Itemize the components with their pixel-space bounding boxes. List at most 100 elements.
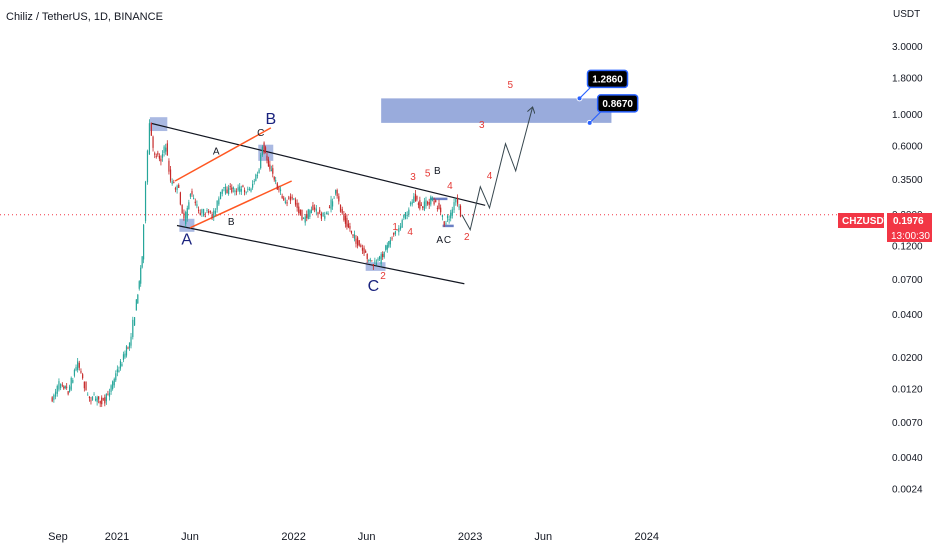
- wave-label: A: [436, 235, 443, 246]
- candle-body: [141, 256, 143, 268]
- wave-label: 4: [407, 227, 413, 238]
- candle-body: [423, 201, 425, 211]
- candle-body: [96, 397, 98, 402]
- candle-body: [294, 199, 297, 205]
- y-tick-label: 0.1200: [892, 242, 923, 253]
- candle-body: [105, 393, 107, 402]
- candle-body: [335, 189, 337, 194]
- countdown-label: 13:00:30: [891, 231, 930, 242]
- candle-body: [394, 231, 397, 235]
- candle-body: [453, 202, 455, 211]
- candle-body: [196, 204, 198, 207]
- candle-body: [315, 208, 317, 212]
- candle-body: [431, 198, 434, 201]
- candle-body: [341, 209, 343, 214]
- candle-body: [243, 189, 246, 192]
- candle-body: [350, 230, 353, 234]
- x-tick-label: Jun: [534, 531, 552, 543]
- candle-body: [260, 154, 262, 169]
- candle-body: [406, 214, 408, 216]
- candle-body: [403, 214, 405, 218]
- wave-c-box: [365, 262, 386, 271]
- candle-body: [425, 200, 427, 207]
- candle-body: [372, 264, 374, 267]
- candle-body: [433, 200, 435, 205]
- candle-body: [436, 208, 438, 209]
- candle-body: [253, 181, 255, 183]
- candle-body: [206, 210, 208, 211]
- candle-body: [428, 202, 430, 206]
- candle-body: [165, 147, 167, 152]
- candle-body: [53, 394, 55, 400]
- candle-body: [132, 319, 134, 338]
- candle-body: [361, 247, 364, 251]
- candle-body: [450, 212, 452, 219]
- candle-body: [128, 342, 131, 348]
- candle-body: [426, 202, 429, 204]
- wave-label: 3: [410, 172, 416, 183]
- candle-body: [179, 192, 181, 205]
- wave-label: C: [368, 278, 380, 295]
- candle-body: [176, 185, 178, 190]
- candle-body: [250, 188, 252, 192]
- candle-body: [219, 191, 222, 200]
- wave-label: B: [228, 217, 235, 228]
- last-price-value: 0.1976: [893, 216, 924, 227]
- candle-body: [64, 385, 66, 389]
- candle-body: [158, 155, 160, 159]
- candle-body: [56, 385, 58, 394]
- candle-body: [309, 210, 311, 217]
- candle-body: [404, 212, 407, 220]
- candle-body: [324, 215, 326, 219]
- candle-body: [267, 159, 270, 167]
- wedge-lower: [189, 180, 292, 229]
- candle-body: [328, 206, 331, 208]
- candle-body: [98, 396, 100, 400]
- y-axis[interactable]: 3.00001.80001.00000.60000.35000.20000.12…: [892, 42, 923, 496]
- candle-body: [191, 191, 193, 195]
- candle-body: [296, 202, 298, 208]
- candle-body: [119, 360, 122, 369]
- wave-label: B: [434, 166, 441, 177]
- candle-body: [221, 189, 223, 194]
- wave-label: 1: [392, 222, 398, 233]
- y-axis-unit: USDT: [893, 9, 920, 20]
- candle-body: [104, 397, 106, 404]
- candle-body: [446, 215, 449, 219]
- candle-body: [197, 209, 200, 211]
- candle-body: [204, 216, 206, 217]
- y-tick-label: 1.8000: [892, 73, 923, 84]
- candle-body: [374, 260, 376, 262]
- candle-body: [330, 199, 332, 210]
- candle-body: [458, 206, 460, 208]
- candle-body: [160, 158, 162, 162]
- candle-body: [389, 239, 391, 245]
- candle-body: [266, 155, 268, 161]
- candle-body: [319, 209, 321, 213]
- candle-body: [298, 206, 300, 213]
- x-axis[interactable]: Sep 2021 Jun 2022 Jun 2023 Jun 2024: [48, 531, 659, 543]
- candle-body: [115, 373, 117, 381]
- candle-body: [281, 195, 283, 199]
- candle-body: [440, 207, 442, 213]
- candle-body: [61, 384, 63, 386]
- projection-layer: [461, 107, 533, 232]
- wave-label: 2: [464, 232, 470, 243]
- candle-body: [232, 187, 234, 189]
- candle-body: [171, 181, 173, 184]
- candle-body: [302, 218, 305, 220]
- candle-body: [347, 223, 350, 228]
- candle-body: [349, 226, 351, 229]
- candle-body: [352, 234, 354, 236]
- candle-body: [369, 259, 371, 262]
- candle-body: [333, 197, 335, 199]
- candle-body: [199, 212, 201, 215]
- last-price-badge: [887, 213, 932, 228]
- candle-body: [358, 240, 360, 246]
- y-tick-label: 0.0120: [892, 385, 923, 396]
- candle-body: [284, 201, 286, 203]
- candle-body: [317, 212, 319, 215]
- candle-body: [173, 182, 175, 183]
- candle-body: [286, 202, 288, 204]
